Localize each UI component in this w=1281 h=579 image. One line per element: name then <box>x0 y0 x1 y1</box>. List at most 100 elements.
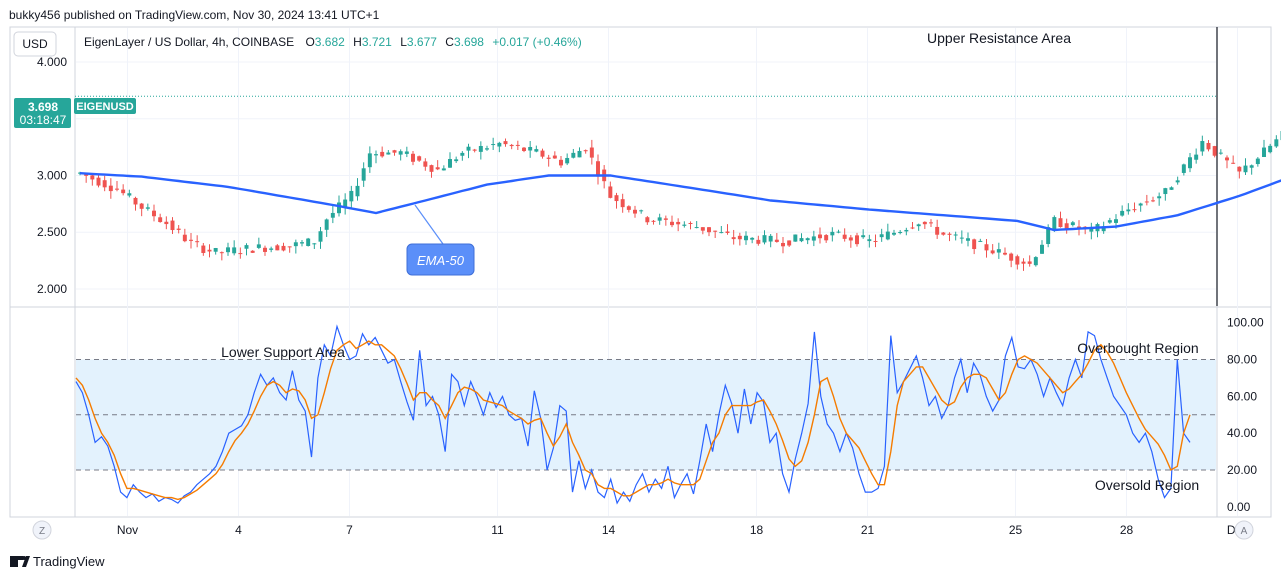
a-button[interactable]: A <box>1234 520 1254 540</box>
candle-body <box>1274 139 1279 147</box>
candle-body <box>435 167 440 170</box>
candle <box>867 234 872 248</box>
candle-body <box>805 238 810 241</box>
currency-button-label[interactable]: USD <box>22 37 48 51</box>
candle-body <box>1046 227 1051 245</box>
z-button-circle[interactable] <box>32 520 52 540</box>
candle <box>318 226 323 249</box>
a-button-circle[interactable] <box>1234 520 1254 540</box>
candle-body <box>910 227 915 229</box>
candle <box>1107 217 1112 224</box>
candle-body <box>256 244 261 248</box>
z-button[interactable]: Z <box>32 520 52 540</box>
overbought-label: Overbought Region <box>1077 340 1198 356</box>
candle <box>164 216 169 230</box>
time-tick-label: 7 <box>346 523 353 537</box>
candle <box>916 223 921 231</box>
candle-body <box>318 231 323 242</box>
symbol-tag-box <box>74 98 136 114</box>
candle <box>1218 149 1223 155</box>
grid <box>76 28 1238 516</box>
oscillator-tick-label: 20.00 <box>1227 463 1257 477</box>
candle <box>1200 135 1205 156</box>
candle <box>941 232 946 236</box>
candle <box>417 155 422 162</box>
candle-body <box>639 210 644 212</box>
oscillator-lines <box>75 324 1191 505</box>
candle <box>620 193 625 213</box>
candle <box>676 218 681 232</box>
candle-body <box>756 239 761 244</box>
candle-body <box>460 152 465 156</box>
a-button-label[interactable]: A <box>1241 526 1248 537</box>
candle-body <box>466 146 471 151</box>
candle <box>793 234 798 242</box>
candle-body <box>1040 244 1044 254</box>
candle-body <box>1120 210 1125 216</box>
ema50-line <box>79 172 1281 232</box>
candle-body <box>213 248 218 252</box>
candle <box>528 141 533 158</box>
candle-body <box>287 246 292 248</box>
oscillator-tick-label: 60.00 <box>1227 389 1257 403</box>
tradingview-logo[interactable]: TradingView <box>10 554 105 569</box>
currency-button[interactable]: USD <box>13 31 57 57</box>
candle-body <box>645 217 650 223</box>
candle <box>448 152 452 168</box>
candle <box>300 240 304 247</box>
candle-body <box>793 234 798 242</box>
candle-body <box>281 245 286 251</box>
oscillator-band <box>76 359 1216 471</box>
candle-body <box>1021 261 1026 264</box>
candle <box>1237 166 1242 179</box>
candle-body <box>454 159 459 162</box>
candle <box>707 226 711 237</box>
candle <box>386 150 391 155</box>
candles-layer <box>78 131 1281 271</box>
candle <box>1151 196 1155 203</box>
candle-body <box>565 157 570 164</box>
price-tick-label: 3.000 <box>37 169 67 183</box>
candle <box>1243 158 1248 176</box>
candle-body <box>830 231 835 236</box>
candle <box>411 151 415 166</box>
candle <box>429 164 434 178</box>
candle-body <box>1138 203 1143 206</box>
candle <box>910 222 915 230</box>
candle <box>818 227 822 244</box>
candle-body <box>300 242 304 244</box>
currency-button-frame[interactable] <box>13 31 57 57</box>
candle-body <box>90 175 95 180</box>
candle-body <box>238 253 243 255</box>
candle-body <box>528 146 533 151</box>
candle-body <box>1169 187 1174 190</box>
candle <box>1040 240 1044 254</box>
candle-body <box>774 239 779 242</box>
candle <box>324 218 329 237</box>
candle <box>984 238 989 258</box>
candle <box>355 178 360 201</box>
candle-body <box>293 242 298 247</box>
z-button-label[interactable]: Z <box>39 526 45 537</box>
candle-body <box>750 237 755 240</box>
candle <box>768 233 773 248</box>
candle <box>367 146 372 173</box>
candle-body <box>515 144 520 146</box>
candle <box>848 234 853 248</box>
candle-body <box>620 199 625 208</box>
candle-body <box>818 234 822 239</box>
high-value: 3.721 <box>362 35 392 49</box>
candle <box>435 160 440 171</box>
candle-body <box>885 231 890 240</box>
candle <box>485 145 489 151</box>
time-tick-label: 25 <box>1009 523 1023 537</box>
candle <box>515 140 520 150</box>
candle <box>657 213 662 225</box>
tradingview-logo-icon <box>10 556 30 567</box>
candle <box>682 221 687 228</box>
candle <box>139 202 144 217</box>
candle <box>842 228 847 242</box>
candle <box>306 237 311 247</box>
time-tick-label: 11 <box>491 523 504 537</box>
